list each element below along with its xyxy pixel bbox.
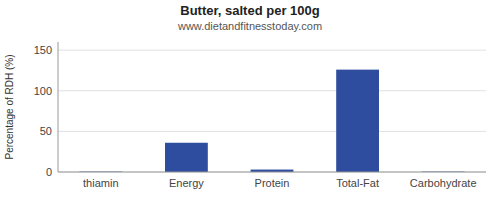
y-tick-label: 150 bbox=[34, 44, 52, 56]
x-tick-label: Energy bbox=[169, 177, 204, 189]
bars bbox=[79, 70, 464, 172]
y-axis-label: Percentage of RDH (%) bbox=[4, 54, 15, 159]
x-axis-line bbox=[58, 172, 486, 173]
x-tick-label: thiamin bbox=[83, 177, 118, 189]
chart-container: Butter, salted per 100g www.dietandfitnes… bbox=[0, 0, 500, 200]
title: Butter, salted per 100g bbox=[180, 3, 319, 18]
grid-line bbox=[58, 172, 486, 173]
y-tick-label: 100 bbox=[34, 85, 52, 97]
grid-line bbox=[58, 90, 486, 91]
subtitle: www.dietandfitnesstoday.com bbox=[177, 20, 322, 32]
chart-svg: Butter, salted per 100g www.dietandfitnes… bbox=[0, 0, 500, 200]
grid bbox=[58, 50, 486, 172]
x-tick-label: Carbohydrate bbox=[410, 177, 477, 189]
bar bbox=[336, 70, 379, 172]
bar bbox=[165, 143, 208, 172]
y-tick-label: 0 bbox=[46, 166, 52, 178]
grid-line bbox=[58, 131, 486, 132]
x-tick-label: Protein bbox=[255, 177, 290, 189]
y-tick-label: 50 bbox=[40, 125, 52, 137]
grid-line bbox=[58, 50, 486, 51]
y-axis-line bbox=[58, 42, 59, 172]
x-tick-label: Total-Fat bbox=[336, 177, 379, 189]
